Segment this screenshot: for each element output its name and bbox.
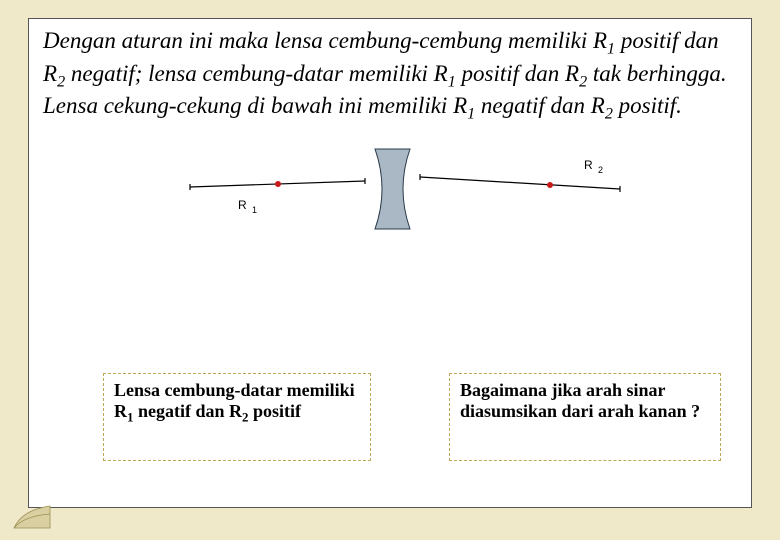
right-axis-line xyxy=(420,177,620,189)
subscript: 1 xyxy=(467,106,475,123)
text-seg: Dengan aturan ini maka lensa cembung-cem… xyxy=(43,28,607,53)
r1-label: R xyxy=(238,198,247,212)
lens-diagram: R 1 R 2 xyxy=(110,139,670,249)
main-paragraph: Dengan aturan ini maka lensa cembung-cem… xyxy=(29,19,751,125)
text-seg: positif dan R xyxy=(456,61,579,86)
text-seg: negatif; lensa cembung-datar memiliki R xyxy=(65,61,448,86)
box-text: negatif dan R xyxy=(133,401,242,421)
text-seg: negatif dan R xyxy=(475,93,605,118)
center-dot-left xyxy=(275,181,281,187)
box-text: positif xyxy=(248,401,301,421)
r1-sub: 1 xyxy=(252,205,257,215)
page-corner-decoration xyxy=(12,502,52,530)
subscript: 1 xyxy=(448,73,456,90)
slide-card: Dengan aturan ini maka lensa cembung-cem… xyxy=(28,18,752,508)
r2-label: R xyxy=(584,158,593,172)
subscript: 2 xyxy=(605,106,613,123)
box-text: Bagaimana jika arah sinar diasumsikan da… xyxy=(460,380,700,421)
lens-diagram-svg: R 1 R 2 xyxy=(110,139,670,249)
r2-sub: 2 xyxy=(598,165,603,175)
note-box-right: Bagaimana jika arah sinar diasumsikan da… xyxy=(449,373,721,461)
subscript: 1 xyxy=(607,41,615,58)
text-seg: positif. xyxy=(613,93,682,118)
center-dot-right xyxy=(547,182,553,188)
note-box-left: Lensa cembung-datar memiliki R1 negatif … xyxy=(103,373,371,461)
subscript: 2 xyxy=(579,73,587,90)
subscript: 2 xyxy=(57,73,65,90)
lens-shape xyxy=(375,149,410,229)
